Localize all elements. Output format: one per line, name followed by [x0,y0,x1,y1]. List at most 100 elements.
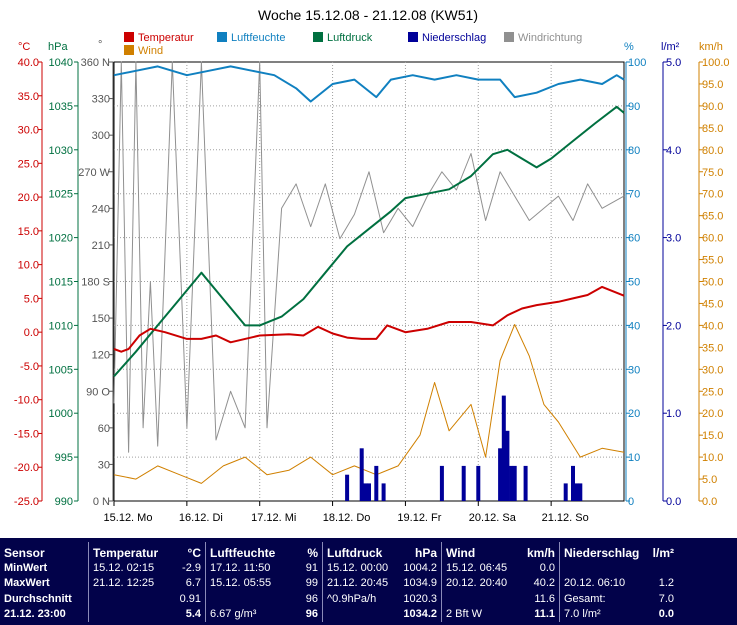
min-label: MinWert [4,562,48,574]
pressure-tick-label: 1030 [49,145,73,157]
rain-tick-label: 0.0 [666,496,681,508]
temperature-tick-label: 0.0 [24,327,39,339]
rain-bar [439,465,444,501]
series-line-humidity [113,65,625,103]
rain-bar [512,465,517,501]
col-pressure: Luftdruck hPa 15.12. 00:00 1004.2 21.12. 2… [323,538,441,625]
rain-tick-label: 4.0 [666,145,681,157]
col-humidity: Luftfeuchte% 17.12. 11:50 91 15.12. 05:55… [206,538,322,625]
temperature-tick-label: 15.0 [18,226,39,238]
wind-unit: km/h [526,546,555,560]
humidity-min-value: 91 [305,562,318,574]
wind-header: Wind [446,546,476,560]
pressure-max-time: 21.12. 20:45 [327,577,389,589]
series-line-temperature [113,285,625,353]
humidity-tick-label: 60 [628,233,640,245]
col-rain: Niederschlag l/m² 20.12. 06:10 1.2 Gesamt:… [560,538,678,625]
temperature-tick-label: 30.0 [18,125,39,137]
humidity-tick-label: 100 [628,57,646,69]
legend-temperature: Temperatur [138,32,194,44]
legend-rain: Niederschlag [422,32,486,44]
rain-total-value: 7.0 [658,593,674,605]
wind-avg-value: 11.6 [534,593,555,605]
temperature-tick-label: 5.0 [24,293,39,305]
temperature-header: Temperatur [93,546,159,560]
col-sensor: Sensor MinWert MaxWert Durchschnitt 21.1… [0,538,88,625]
humidity-tick-label: 30 [628,364,640,376]
direction-tick-label: 0 N [93,496,110,508]
humidity-avg-value: 96 [305,593,318,605]
direction-tick-label: 90 O [86,386,110,398]
rain-bar [461,465,466,501]
wind-tick-label: 0.0 [702,496,717,508]
humidity-tick-label: 0 [628,496,634,508]
wind-tick-label: 100.0 [702,57,730,69]
x-tick-label: 18.12. Do [323,512,371,524]
col-temperature: Temperatur °C 15.12. 02:15 -2.9 21.12. 12:… [89,538,205,625]
pressure-max-value: 1034.9 [403,577,437,589]
wind-tick-label: 10.0 [702,452,723,464]
rain-bar [563,483,568,501]
rain-bar [374,465,379,501]
humidity-unit: % [307,546,318,560]
direction-tick-label: 180 S [81,277,110,289]
wind-tick-label: 5.0 [702,474,717,486]
humidity-header: Luftfeuchte [210,546,276,560]
wind-tick-label: 40.0 [702,320,723,332]
temperature-max-time: 21.12. 12:25 [93,577,155,589]
rain-bar [476,465,481,501]
pressure-tick-label: 1040 [49,57,73,69]
rain-bar [359,448,364,501]
wind-tick-label: 80.0 [702,145,723,157]
wind-min-value: 0.0 [539,562,555,574]
sensor-header: Sensor [4,546,45,560]
wind-tick-label: 15.0 [702,430,723,442]
wind-tick-label: 55.0 [702,255,723,267]
x-tick-label: 20.12. Sa [469,512,517,524]
rain-bar [505,430,510,501]
series-line-pressure [113,105,625,377]
legend-swatch-temperature [124,32,134,42]
legend-swatch-wind [124,45,134,55]
x-tick-label: 16.12. Di [179,512,223,524]
humidity-tick-label: 70 [628,189,640,201]
legend-wind: Wind [138,45,163,57]
wind-tick-label: 35.0 [702,342,723,354]
rain-current-value: 0.0 [658,608,674,620]
direction-tick-label: 330 [92,94,110,106]
wind-tick-label: 95.0 [702,79,723,91]
temperature-unit: °C [187,546,201,560]
wind-tick-label: 45.0 [702,298,723,310]
rain-header: Niederschlag [564,546,640,560]
rain-tick-label: 3.0 [666,233,681,245]
unit-rain: l/m² [661,41,680,53]
current-time: 21.12. 23:00 [4,608,66,620]
unit-temperature: °C [18,41,30,53]
temperature-tick-label: -5.0 [20,361,39,373]
direction-tick-label: 300 [92,130,110,142]
summary-panel: Sensor MinWert MaxWert Durchschnitt 21.1… [0,538,737,625]
wind-max-value: 40.2 [533,577,555,589]
direction-tick-label: 270 W [78,167,110,179]
rain-tick-label: 2.0 [666,320,681,332]
rain-bar [509,465,514,501]
rain-bar [523,465,528,501]
avg-label: Durchschnitt [4,593,72,605]
pressure-tick-label: 1020 [49,233,73,245]
rain-bar [345,474,350,501]
pressure-tick-label: 1025 [49,189,73,201]
temperature-avg-value: 0.91 [179,593,201,605]
direction-tick-label: 60 [98,423,110,435]
rain-tick-label: 5.0 [666,57,681,69]
humidity-tick-label: 90 [628,101,640,113]
legend-swatch-humidity [217,32,227,42]
temperature-tick-label: 35.0 [18,91,39,103]
legend-swatch-pressure [313,32,323,42]
separator [441,542,442,622]
weather-chart: Woche 15.12.08 - 21.12.08 (KW51) Tempera… [13,7,730,524]
wind-tick-label: 20.0 [702,408,723,420]
pressure-tick-label: 1015 [49,277,73,289]
max-label: MaxWert [4,577,50,589]
pressure-header: Luftdruck [327,546,383,560]
humidity-tick-label: 40 [628,320,640,332]
